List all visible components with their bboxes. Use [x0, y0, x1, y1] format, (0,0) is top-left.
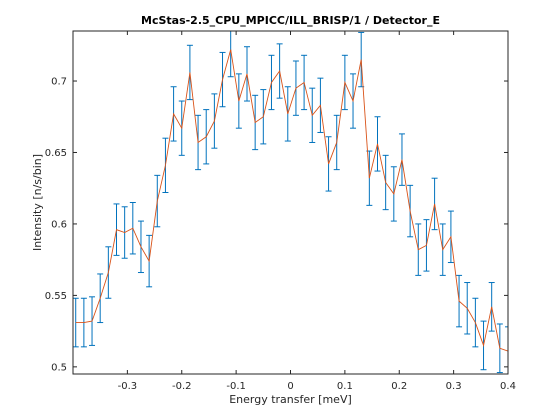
x-tick-label: 0: [287, 381, 293, 392]
x-tick-label: 0.3: [446, 381, 462, 392]
x-tick-label: -0.1: [226, 381, 246, 392]
error-bar: [73, 297, 79, 348]
x-axis-title: Energy transfer [meV]: [229, 393, 352, 406]
y-tick-label: 0.55: [45, 291, 67, 302]
y-axis-title: Intensity [n/s/bin]: [31, 154, 44, 251]
series-group: [75, 49, 508, 352]
error-bar: [505, 326, 508, 374]
y-tick-label: 0.5: [51, 362, 67, 373]
x-tick-label: 0.2: [391, 381, 407, 392]
y-tick-label: 0.7: [51, 77, 67, 88]
chart-title: McStas-2.5_CPU_MPICC/ILL_BRISP/1 / Detec…: [141, 14, 440, 27]
series-line: [75, 49, 508, 352]
plot-area: [73, 31, 508, 374]
x-tick-label: 0.4: [500, 381, 516, 392]
y-tick-label: 0.65: [45, 148, 67, 159]
x-tick-label: -0.3: [118, 381, 138, 392]
y-axis-ticks: 0.5 0.55 0.6 0.65 0.7: [45, 77, 508, 373]
x-axis-ticks: -0.3 -0.2 -0.1 0 0.1 0.2 0.3 0.4: [118, 31, 516, 392]
y-tick-label: 0.6: [51, 219, 67, 230]
x-tick-label: 0.1: [337, 381, 353, 392]
x-tick-label: -0.2: [172, 381, 192, 392]
